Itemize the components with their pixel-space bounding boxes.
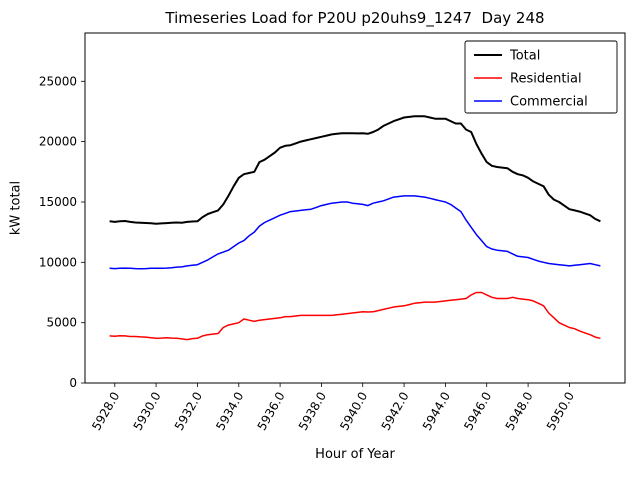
x-tick-label: 5930.0 (131, 390, 164, 433)
chart-title: Timeseries Load for P20U p20uhs9_1247 Da… (165, 9, 545, 27)
x-tick-label: 5938.0 (296, 390, 329, 433)
x-tick-label: 5928.0 (89, 390, 122, 433)
x-tick-label: 5944.0 (420, 390, 453, 433)
legend-box (464, 40, 618, 114)
y-tick-label: 0 (69, 376, 77, 390)
y-tick-label: 10000 (39, 255, 77, 269)
x-tick-label: 5936.0 (255, 390, 288, 433)
legend-label: Commercial (510, 95, 588, 110)
legend-label: Total (509, 49, 540, 64)
x-tick-label: 5934.0 (213, 390, 246, 433)
y-tick-label: 25000 (39, 74, 77, 88)
x-tick-label: 5940.0 (337, 390, 370, 433)
x-tick-label: 5950.0 (544, 390, 577, 433)
plot-frame (84, 32, 626, 384)
legend-label: Residential (510, 72, 582, 87)
y-tick-label: 15000 (39, 195, 77, 209)
y-tick-label: 5000 (46, 316, 77, 330)
x-tick-label: 5948.0 (503, 390, 536, 433)
x-tick-label: 5942.0 (379, 390, 412, 433)
series-line-total (109, 115, 601, 225)
y-tick-label: 20000 (39, 135, 77, 149)
x-tick-label: 5946.0 (461, 390, 494, 433)
x-axis-label: Hour of Year (315, 447, 395, 462)
series-line-residential (109, 291, 601, 341)
x-tick-label: 5932.0 (172, 390, 205, 433)
series-line-commercial (109, 195, 601, 270)
